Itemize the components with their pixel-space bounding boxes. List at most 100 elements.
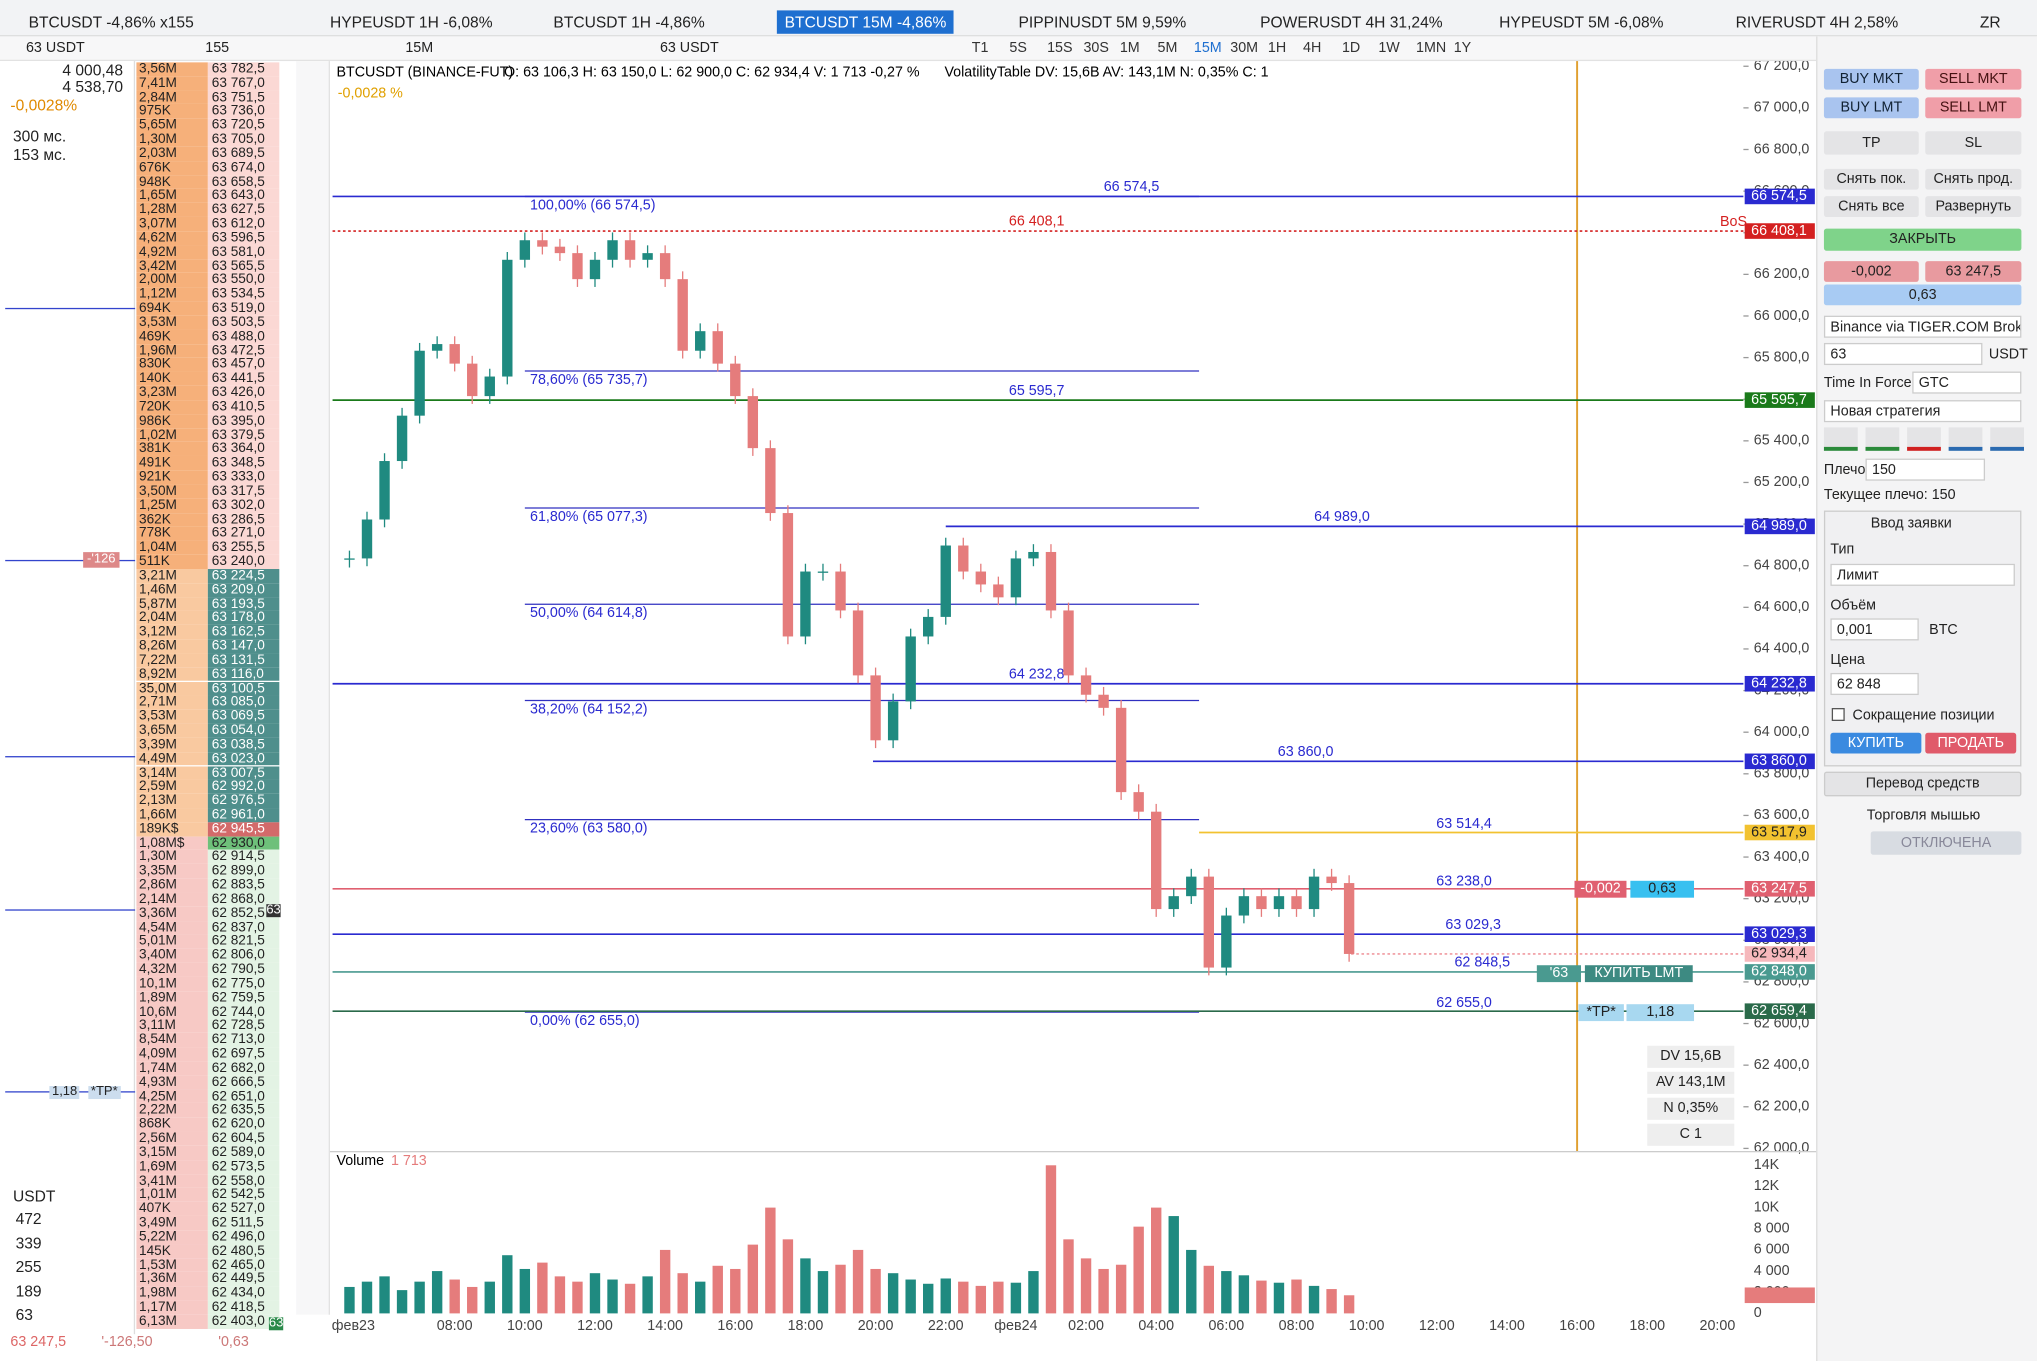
amount-preset[interactable]: 472 [15, 1209, 42, 1228]
book-price[interactable]: 63 457,0 [207, 358, 280, 372]
tab[interactable]: HYPEUSDT 1H -6,08% [329, 12, 493, 32]
button[interactable]: ПРОДАТЬ [1925, 732, 2017, 754]
multiplier[interactable]: 155 [205, 40, 230, 56]
input[interactable]: 62 848 [1830, 672, 1919, 696]
book-price[interactable]: 62 852,5 [207, 906, 280, 921]
book-price[interactable]: 63 689,5 [207, 147, 280, 161]
book-price[interactable]: 63 317,5 [207, 484, 280, 499]
tab[interactable]: ZR [1979, 12, 2001, 32]
book-price[interactable]: 63 131,5 [207, 653, 280, 668]
book-price[interactable]: 63 720,5 [207, 118, 280, 133]
book-price[interactable]: 63 674,0 [207, 161, 280, 175]
book-price[interactable]: 63 612,0 [207, 217, 280, 232]
book-price[interactable]: 62 806,0 [207, 949, 280, 963]
button[interactable]: SL [1925, 131, 2022, 155]
timeframe-button[interactable]: 1H [1267, 40, 1287, 56]
order-chip[interactable]: -0,002 [1574, 880, 1627, 898]
button[interactable]: BUY MKT [1823, 68, 1919, 90]
timeframe-button[interactable]: 15S [1047, 40, 1073, 56]
book-price[interactable]: 63 193,5 [207, 597, 280, 612]
book-price[interactable]: 62 558,0 [207, 1174, 280, 1188]
tab[interactable]: BTCUSDT 15M -4,86% [776, 10, 955, 34]
book-price[interactable]: 63 627,5 [207, 203, 280, 218]
book-price[interactable]: 63 054,0 [207, 723, 280, 738]
book-price[interactable]: 63 519,0 [207, 301, 280, 316]
book-price[interactable]: 63 441,5 [207, 372, 280, 386]
book-price[interactable]: 62 511,5 [207, 1216, 280, 1231]
book-price[interactable]: 63 503,5 [207, 315, 280, 330]
book-price[interactable]: 63 534,5 [207, 287, 280, 302]
book-price[interactable]: 62 837,0 [207, 920, 280, 935]
book-price[interactable]: 63 426,0 [207, 386, 280, 400]
symbol-qty[interactable]: 63 USDT [659, 40, 719, 56]
book-price[interactable]: 63 782,5 [207, 62, 280, 77]
tab[interactable]: RIVERUSDT 4H 2,58% [1735, 12, 1899, 32]
book-price[interactable]: 63 023,0 [207, 752, 280, 766]
amount-preset[interactable]: 63 [15, 1305, 33, 1324]
book-price[interactable]: 62 945,5 [207, 822, 280, 837]
book-price[interactable]: 62 713,0 [207, 1033, 280, 1048]
book-price[interactable]: 63 705,0 [207, 132, 280, 147]
timeframe-button[interactable]: 1W [1378, 40, 1400, 56]
button[interactable]: ЗАКРЫТЬ [1823, 228, 2022, 251]
tab[interactable]: BTCUSDT 1H -4,86% [553, 12, 705, 32]
book-price[interactable]: 63 147,0 [207, 639, 280, 654]
book-price[interactable]: 62 821,5 [207, 934, 280, 949]
book-price[interactable]: 62 651,0 [207, 1089, 280, 1104]
book-price[interactable]: 62 682,0 [207, 1061, 280, 1076]
timeframe-button[interactable]: 15M [1193, 40, 1222, 56]
book-price[interactable]: 63 581,0 [207, 245, 280, 260]
button[interactable]: Снять прод. [1925, 168, 2022, 190]
book-price[interactable]: 63 596,5 [207, 231, 280, 246]
book-price[interactable]: 62 403,0 [207, 1314, 280, 1329]
button[interactable]: TP [1823, 131, 1919, 155]
timeframe-button[interactable]: 1Y [1453, 40, 1472, 56]
timeframe-button[interactable]: 30M [1230, 40, 1259, 56]
book-price[interactable]: 63 472,5 [207, 344, 280, 358]
book-price[interactable]: 62 434,0 [207, 1286, 280, 1301]
book-price[interactable]: 62 418,5 [207, 1300, 280, 1315]
book-price[interactable]: 62 542,5 [207, 1188, 280, 1202]
book-price[interactable]: 62 573,5 [207, 1160, 280, 1174]
select[interactable]: Binance via TIGER.COM Brok [1823, 315, 2022, 338]
button[interactable]: Развернуть [1925, 196, 2022, 217]
book-price[interactable]: 63 224,5 [207, 569, 280, 583]
book-price[interactable]: 62 992,0 [207, 780, 280, 794]
book-price[interactable]: 63 255,5 [207, 541, 280, 555]
book-price[interactable]: 62 914,5 [207, 850, 280, 865]
button[interactable]: Снять все [1823, 196, 1919, 217]
book-price[interactable]: 62 790,5 [207, 963, 280, 977]
book-price[interactable]: 63 379,5 [207, 428, 280, 443]
button[interactable]: ОТКЛЮЧЕНА [1870, 831, 2022, 855]
book-price[interactable]: 62 976,5 [207, 794, 280, 808]
book-price[interactable]: 63 069,5 [207, 709, 280, 724]
book-price[interactable]: 63 271,0 [207, 526, 280, 541]
book-price[interactable]: 63 395,0 [207, 414, 280, 429]
order-chip[interactable]: '63 [1536, 965, 1582, 983]
book-price[interactable]: 63 333,0 [207, 470, 280, 485]
button[interactable]: КУПИТЬ [1830, 732, 1922, 754]
amount-preset[interactable]: 189 [15, 1281, 42, 1300]
book-price[interactable]: 63 038,5 [207, 737, 280, 752]
book-price[interactable]: 62 883,5 [207, 878, 280, 893]
book-price[interactable]: 62 480,5 [207, 1244, 280, 1259]
order-chip[interactable]: 0,63 [1630, 880, 1695, 898]
timeframe-button[interactable]: 5M [1157, 40, 1178, 56]
timeframe-button[interactable]: 1D [1341, 40, 1361, 56]
book-price[interactable]: 62 759,5 [207, 991, 280, 1005]
book-price[interactable]: 63 209,0 [207, 583, 280, 597]
book-price[interactable]: 63 348,5 [207, 456, 280, 471]
book-price[interactable]: 63 488,0 [207, 329, 280, 344]
button[interactable]: SELL MKT [1925, 68, 2022, 90]
book-price[interactable]: 62 868,0 [207, 892, 280, 907]
book-price[interactable]: 63 162,5 [207, 625, 280, 640]
tab[interactable]: HYPEUSDT 5M -6,08% [1499, 12, 1664, 32]
book-price[interactable]: 62 527,0 [207, 1202, 280, 1216]
book-price[interactable]: 63 565,5 [207, 259, 280, 274]
book-price[interactable]: 63 286,5 [207, 512, 280, 527]
book-price[interactable]: 63 240,0 [207, 555, 280, 569]
amount-preset[interactable]: 255 [15, 1257, 42, 1276]
timeframe-button[interactable]: 30S [1083, 40, 1109, 56]
book-price[interactable]: 63 085,0 [207, 695, 280, 710]
button[interactable]: SELL LMT [1925, 97, 2022, 119]
